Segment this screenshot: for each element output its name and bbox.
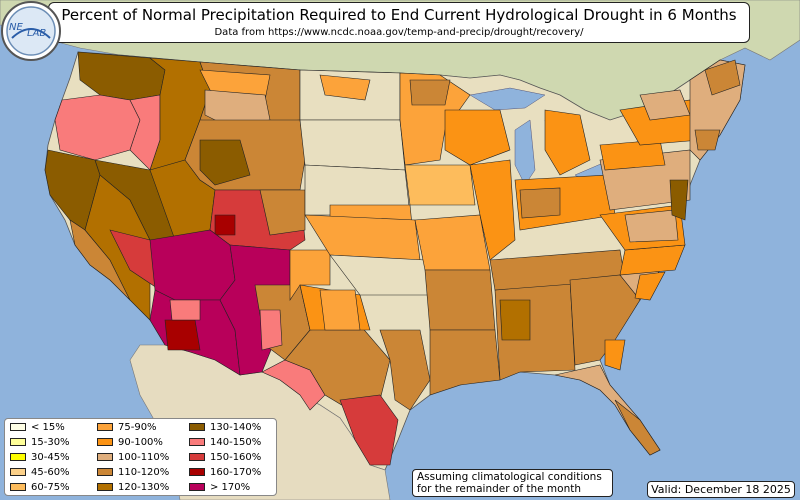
region-ok-west [319, 289, 361, 331]
legend-label: 160-170% [210, 467, 262, 478]
legend-label: 140-150% [210, 437, 262, 448]
assumption-note: Assuming climatological conditions for t… [412, 469, 613, 497]
region-az-north [149, 229, 236, 301]
legend-item: 90-100% [97, 437, 163, 449]
nexlab-logo: NE LAB [1, 1, 61, 61]
legend-item: 140-150% [189, 437, 261, 449]
legend-label: 130-140% [210, 422, 262, 433]
region-fl-south [614, 399, 661, 456]
region-az-se [164, 319, 201, 351]
legend-label: 60-75% [31, 482, 70, 493]
region-pa-orange [599, 139, 666, 171]
region-md-de [669, 179, 689, 221]
legend-label: > 170% [210, 482, 251, 493]
legend-label: 15-30% [31, 437, 70, 448]
map-title: Percent of Normal Precipitation Required… [61, 6, 737, 24]
legend-swatch [189, 468, 205, 476]
valid-date: Valid: December 18 2025 [647, 481, 795, 498]
legend-swatch [97, 438, 113, 446]
region-tx-south [339, 394, 399, 466]
region-mn-north [409, 79, 451, 106]
legend-swatch [10, 438, 26, 446]
region-ma-brown [694, 129, 721, 151]
logo-text-a: NE [9, 22, 23, 33]
region-mi [544, 109, 591, 176]
legend-swatch [97, 423, 113, 431]
legend-swatch [10, 453, 26, 461]
region-tx-panhandle [289, 249, 331, 301]
region-ms-dark [499, 299, 531, 341]
note-line-2: for the remainder of the month [417, 483, 582, 495]
region-in-brown [519, 187, 561, 219]
legend-item: 75-90% [97, 422, 157, 434]
legend-item: 120-130% [97, 482, 169, 494]
logo-text-b: LAB [27, 28, 46, 39]
legend-swatch [97, 483, 113, 491]
legend-label: 120-130% [118, 482, 170, 493]
region-tx-east [379, 329, 431, 411]
region-il [469, 159, 516, 261]
region-nd-east [319, 74, 371, 101]
region-nc-east [634, 271, 666, 301]
legend-item: 30-45% [10, 452, 70, 464]
legend-item: 100-110% [97, 452, 169, 464]
region-co-east [259, 189, 306, 236]
legend-item: 60-75% [10, 482, 70, 494]
legend-label: 150-160% [210, 452, 262, 463]
region-ar [424, 269, 496, 331]
legend-swatch [189, 483, 205, 491]
title-panel: Percent of Normal Precipitation Required… [48, 2, 750, 43]
legend-swatch [189, 423, 205, 431]
legend-item: > 170% [189, 482, 250, 494]
region-sd [299, 119, 406, 171]
region-me-north [704, 59, 741, 96]
region-az-pink [169, 299, 201, 321]
legend-item: 130-140% [189, 422, 261, 434]
region-va-tan [624, 209, 679, 243]
region-wy-west [199, 139, 251, 186]
region-co-sw [214, 214, 236, 236]
legend-swatch [10, 423, 26, 431]
legend-swatch [97, 468, 113, 476]
region-or-west [54, 94, 141, 161]
data-source: Data from https://www.ncdc.noaa.gov/temp… [214, 27, 584, 38]
legend-item: 15-30% [10, 437, 70, 449]
drought-regions [44, 51, 746, 466]
legend-item: 150-160% [189, 452, 261, 464]
legend-label: 45-60% [31, 467, 70, 478]
legend-swatch [10, 483, 26, 491]
region-nm-pink [259, 309, 283, 351]
legend-swatch [10, 468, 26, 476]
region-ia [404, 164, 476, 206]
legend-item: < 15% [10, 422, 65, 434]
region-mo [414, 214, 491, 271]
legend-label: 100-110% [118, 452, 170, 463]
region-la [429, 329, 501, 396]
legend-item: 160-170% [189, 467, 261, 479]
legend-label: 30-45% [31, 452, 70, 463]
region-wi [444, 109, 511, 166]
region-ga-orange [604, 339, 626, 371]
legend-swatch [189, 438, 205, 446]
legend-label: 75-90% [118, 422, 157, 433]
note-line-1: Assuming climatological conditions [417, 471, 602, 483]
legend: < 15% 15-30% 30-45% 45-60% 60-75% 75-90% 90-10… [4, 418, 277, 496]
legend-item: 110-120% [97, 467, 169, 479]
legend-swatch [189, 453, 205, 461]
legend-swatch [97, 453, 113, 461]
legend-label: < 15% [31, 422, 65, 433]
legend-item: 45-60% [10, 467, 70, 479]
legend-label: 90-100% [118, 437, 163, 448]
legend-label: 110-120% [118, 467, 170, 478]
